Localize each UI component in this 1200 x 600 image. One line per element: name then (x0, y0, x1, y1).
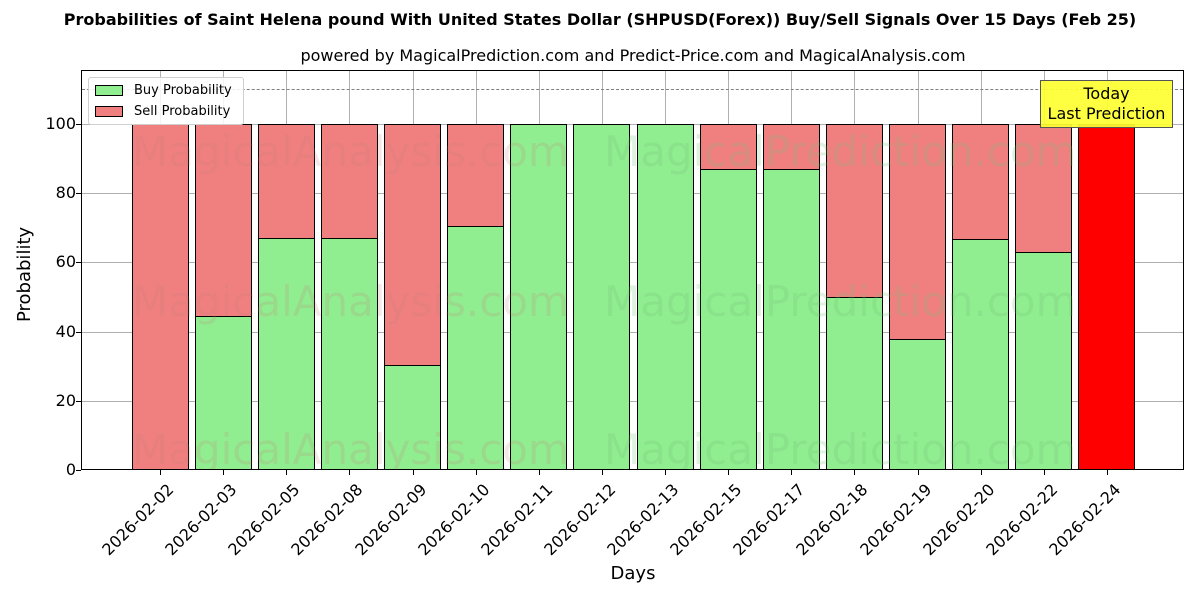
bar-buy-2026-02-13 (636, 124, 694, 469)
y-tick-mark (76, 470, 81, 471)
bar-buy-2026-02-09 (384, 365, 442, 469)
gridline-horizontal (82, 193, 1183, 195)
y-tick-label: 100 (45, 114, 76, 133)
bar-buy-2026-02-18 (825, 296, 883, 469)
bar-sell-2026-02-24 (1078, 124, 1136, 469)
legend-sell-label: Sell Probability (134, 103, 231, 119)
y-tick-mark (76, 193, 81, 195)
x-tick-mark (160, 470, 161, 475)
reference-line (82, 89, 1183, 91)
x-tick-mark (223, 470, 225, 475)
x-tick-mark (728, 470, 730, 475)
today-annotation-line1: Today (1083, 84, 1130, 103)
gridline-horizontal (82, 400, 1183, 402)
bar-buy-2026-02-08 (320, 237, 378, 469)
buy-swatch-icon (95, 84, 123, 96)
bar-sell-2026-02-17 (762, 124, 820, 170)
y-tick-mark (76, 400, 81, 402)
bar-sell-2026-02-22 (1015, 124, 1073, 254)
chart-title: Probabilities of Saint Helena pound With… (63, 10, 1137, 29)
x-tick-mark (475, 470, 477, 475)
bar-buy-2026-02-10 (447, 225, 505, 469)
bar-buy-2026-02-12 (573, 124, 631, 469)
bar-sell-2026-02-15 (699, 124, 757, 170)
bar-sell-2026-02-03 (194, 124, 252, 318)
chart-subtitle: powered by MagicalPrediction.com and Pre… (300, 46, 966, 65)
x-tick-mark (538, 470, 540, 475)
bar-sell-2026-02-10 (447, 124, 505, 227)
bar-buy-2026-02-19 (889, 339, 947, 469)
bar-sell-2026-02-09 (384, 124, 442, 367)
bar-buy-2026-02-11 (510, 124, 568, 469)
gridline-horizontal (82, 124, 1183, 125)
y-tick-label: 60 (55, 252, 76, 272)
today-annotation-line2: Last Prediction (1047, 104, 1166, 123)
y-axis-title: Probability (14, 226, 35, 322)
sell-swatch-icon (95, 105, 123, 117)
x-tick-mark (917, 470, 919, 475)
bar-buy-2026-02-05 (257, 237, 315, 469)
gridline-horizontal (82, 331, 1183, 333)
today-annotation: Today Last Prediction (1040, 80, 1173, 128)
legend-buy-label: Buy Probability (134, 82, 232, 98)
bar-sell-2026-02-08 (320, 124, 378, 239)
bar-sell-2026-02-05 (257, 124, 315, 239)
x-tick-mark (980, 470, 982, 475)
bar-buy-2026-02-20 (952, 238, 1010, 469)
bar-sell-2026-02-19 (889, 124, 947, 341)
x-tick-mark (1106, 470, 1108, 475)
x-tick-mark (286, 470, 288, 475)
y-tick-label: 80 (55, 183, 76, 203)
bar-buy-2026-02-17 (762, 168, 820, 469)
y-tick-label: 0 (65, 460, 76, 479)
x-tick-mark (854, 470, 856, 475)
plot-area: MagicalAnalysis.comMagicalPrediction.com… (81, 70, 1184, 470)
bar-buy-2026-02-15 (699, 168, 757, 469)
y-tick-mark (76, 262, 81, 264)
legend-item-buy: Buy Probability (95, 82, 232, 98)
y-tick-label: 20 (55, 390, 76, 410)
y-tick-mark (76, 331, 81, 333)
y-tick-mark (76, 124, 81, 125)
gridline-horizontal (82, 262, 1183, 264)
x-tick-mark (1043, 470, 1045, 475)
x-tick-mark (791, 470, 793, 475)
x-axis-title: Days (610, 563, 656, 584)
y-tick-label: 40 (55, 321, 76, 341)
legend-item-sell: Sell Probability (95, 103, 230, 119)
bar-buy-2026-02-22 (1015, 252, 1073, 469)
bar-sell-2026-02-20 (952, 124, 1010, 240)
bar-sell-2026-02-18 (825, 124, 883, 298)
bar-buy-2026-02-03 (194, 316, 252, 469)
x-tick-mark (412, 470, 414, 475)
bar-sell-2026-02-02 (131, 124, 189, 469)
x-tick-mark (601, 470, 603, 475)
x-tick-mark (349, 470, 351, 475)
x-tick-mark (665, 470, 667, 475)
legend: Buy Probability Sell Probability (88, 77, 244, 125)
